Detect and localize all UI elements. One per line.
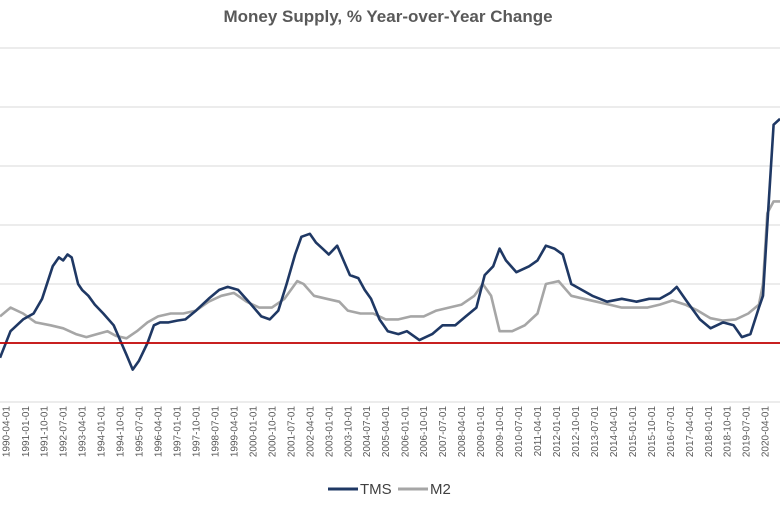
x-tick-label: 1998-07-01: [210, 406, 221, 458]
x-tick-label: 2011-04-01: [533, 406, 544, 457]
x-tick-label: 2019-07-01: [742, 406, 753, 458]
x-tick-label: 2012-10-01: [571, 406, 582, 458]
x-tick-label: 2020-04-01: [761, 406, 772, 458]
legend-label-tms: TMS: [360, 481, 392, 498]
x-tick-label: 2013-07-01: [590, 406, 601, 458]
series-line-m2: [0, 200, 780, 340]
x-tick-label: 1999-04-01: [229, 406, 240, 458]
x-tick-label: 2001-07-01: [286, 406, 297, 458]
legend-label-m2: M2: [430, 481, 451, 498]
x-tick-label: 1993-04-01: [78, 406, 89, 458]
x-tick-label: 2016-07-01: [666, 406, 677, 458]
x-tick-label: 2007-07-01: [438, 406, 449, 458]
x-tick-label: 2006-10-01: [419, 406, 430, 458]
x-tick-label: 1990-04-01: [2, 406, 13, 458]
x-tick-label: 2005-04-01: [381, 406, 392, 458]
x-tick-label: 2017-04-01: [685, 406, 696, 458]
x-tick-label: 2003-01-01: [324, 406, 335, 458]
x-tick-label: 2000-01-01: [248, 406, 259, 458]
x-tick-label: 1992-07-01: [59, 406, 70, 458]
x-tick-label: 1997-10-01: [192, 406, 203, 458]
x-tick-label: 1994-01-01: [97, 406, 108, 458]
x-tick-label: 2002-04-01: [305, 406, 316, 458]
x-tick-label: 2006-01-01: [400, 406, 411, 458]
x-tick-label: 2015-10-01: [647, 406, 658, 458]
x-tick-label: 2008-04-01: [457, 406, 468, 458]
x-tick-label: 1994-10-01: [116, 406, 127, 458]
x-tick-label: 2000-10-01: [267, 406, 278, 458]
x-tick-label: 1996-04-01: [154, 406, 165, 458]
x-tick-label: 2018-01-01: [704, 406, 715, 458]
x-tick-label: 1997-01-01: [173, 406, 184, 458]
x-tick-label: 2014-04-01: [609, 406, 620, 458]
series-line-tms: [0, 117, 780, 371]
x-tick-label: 2009-10-01: [495, 406, 506, 458]
x-tick-label: 2018-10-01: [723, 406, 734, 458]
x-tick-label: 2004-07-01: [362, 406, 373, 458]
x-tick-label: 2015-01-01: [628, 406, 639, 458]
x-tick-label: 2010-07-01: [514, 406, 525, 458]
x-tick-label: 2003-10-01: [343, 406, 354, 458]
x-tick-label: 1991-01-01: [21, 406, 32, 458]
x-tick-label: 2012-01-01: [552, 406, 563, 458]
legend: TMS M2: [328, 481, 451, 498]
chart-title: Money Supply, % Year-over-Year Change: [223, 7, 552, 26]
x-tick-label: 1995-07-01: [135, 406, 146, 458]
x-tick-label: 2009-01-01: [476, 406, 487, 458]
x-tick-label: 1991-10-01: [40, 406, 51, 458]
